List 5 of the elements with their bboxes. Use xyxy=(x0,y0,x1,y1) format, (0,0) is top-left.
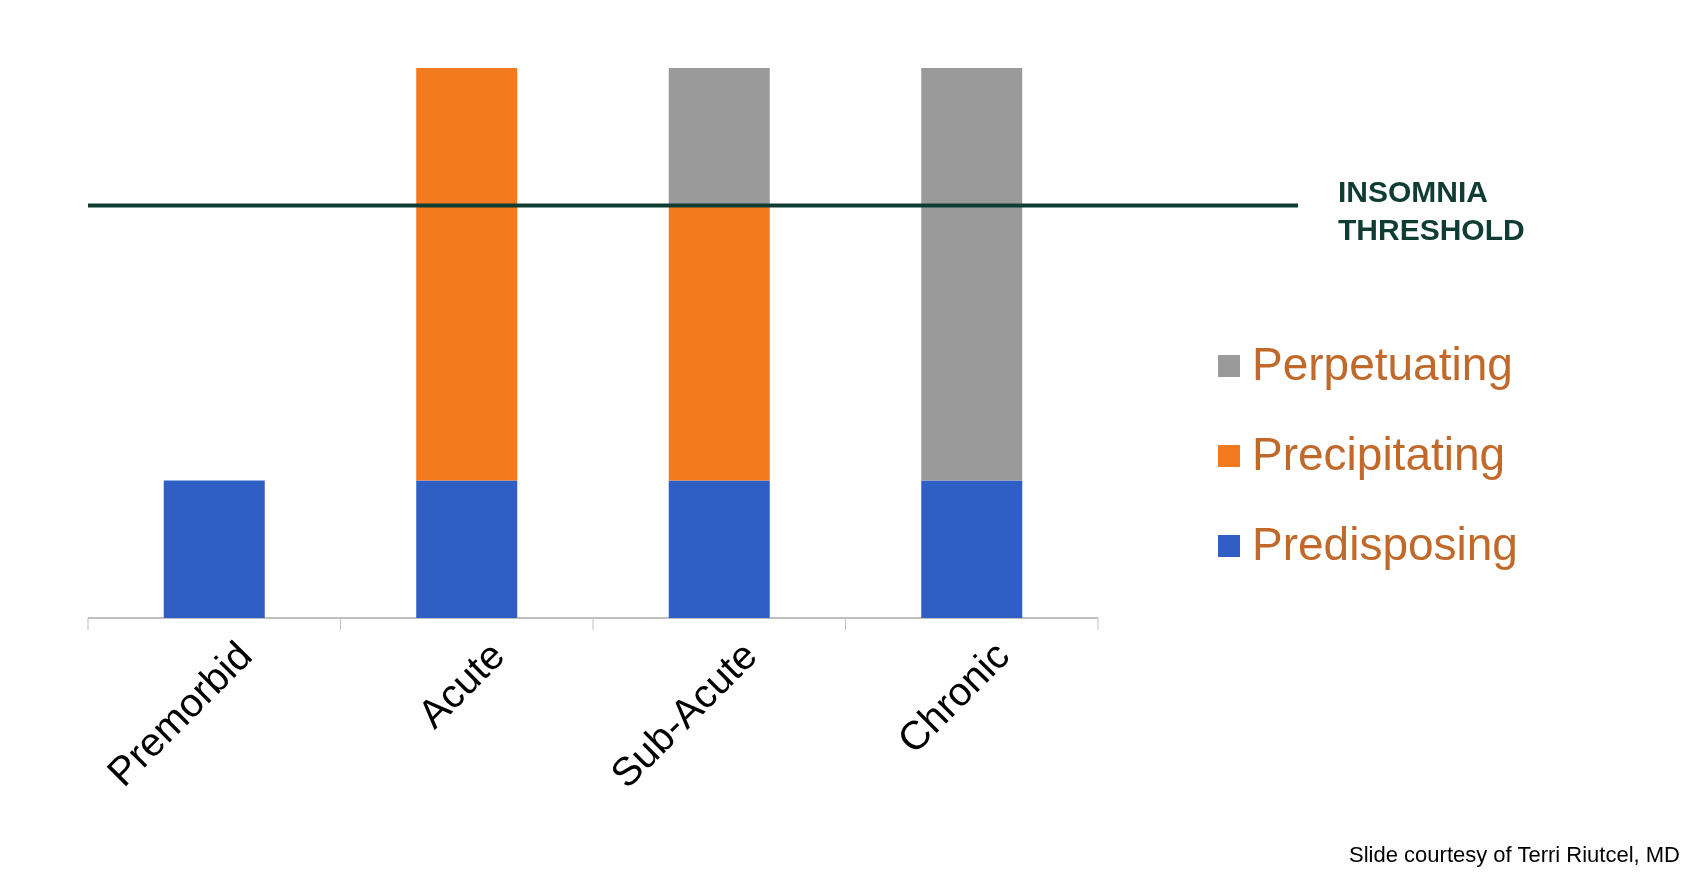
legend-label: Predisposing xyxy=(1252,518,1518,571)
legend-label: Precipitating xyxy=(1252,428,1506,481)
text: Slide courtesy of Terri Riutcel, MD xyxy=(1349,842,1680,867)
ref-line-label: INSOMNIA THRESHOLD xyxy=(1338,174,1525,246)
legend-label: Perpetuating xyxy=(1252,338,1513,391)
